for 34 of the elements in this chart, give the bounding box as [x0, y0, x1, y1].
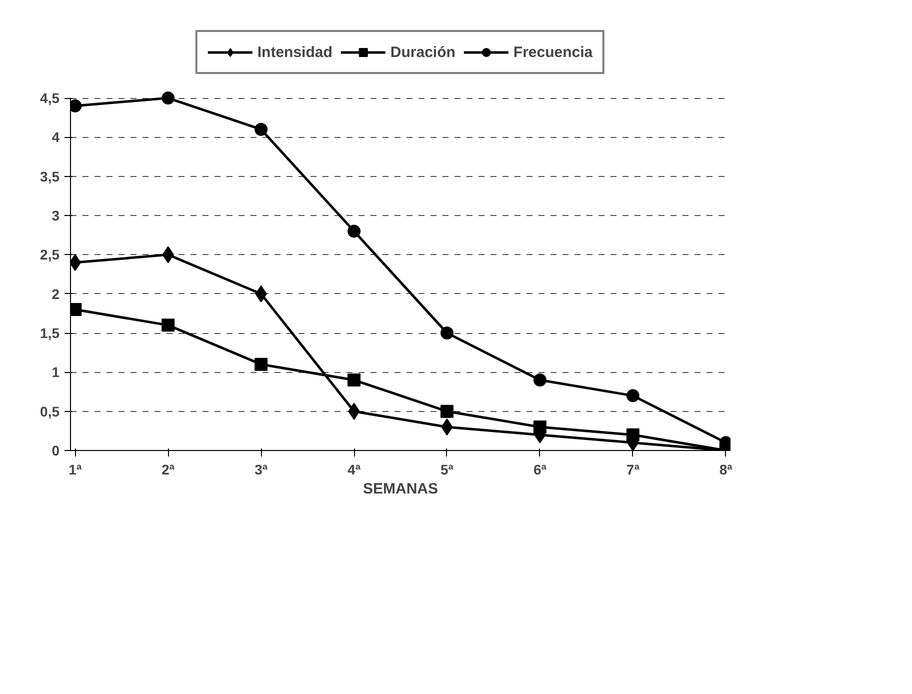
legend-label: Intensidad — [257, 44, 332, 60]
point — [626, 389, 640, 402]
y-tick-label: 0,5 — [40, 403, 60, 420]
point — [533, 374, 546, 386]
y-tick-label: 1,5 — [40, 325, 60, 342]
point — [254, 358, 268, 371]
point — [440, 404, 454, 418]
x-tick-label: 6ª — [533, 462, 548, 478]
point — [162, 92, 175, 105]
point — [533, 420, 546, 434]
legend-label: Duración — [390, 44, 456, 60]
y-tick-label: 2 — [52, 286, 60, 302]
point — [626, 428, 640, 442]
legend-label: Frecuencia — [513, 44, 593, 60]
point — [348, 224, 361, 238]
point — [162, 318, 175, 332]
point — [440, 326, 454, 340]
x-tick-label: 2ª — [162, 462, 176, 478]
y-tick-label: 3,5 — [40, 168, 60, 184]
x-tick-label: 3ª — [254, 462, 268, 478]
x-tick-label: 4ª — [348, 462, 362, 478]
x-axis-title: SEMANAS — [362, 480, 438, 498]
y-tick-label: 1 — [52, 364, 60, 380]
x-tick-label: 5ª — [440, 462, 454, 478]
point — [348, 374, 361, 387]
y-tick-label: 0 — [52, 442, 60, 458]
x-tick-label: 7ª — [626, 462, 640, 478]
x-tick-label: 8ª — [719, 462, 734, 478]
y-tick-label: 4,5 — [40, 90, 60, 106]
x-tick-label: 1ª — [68, 462, 82, 478]
y-tick-label: 3 — [52, 208, 60, 224]
y-tick-label: 4 — [52, 129, 60, 146]
y-tick-label: 2,5 — [40, 246, 60, 263]
point — [254, 122, 268, 136]
